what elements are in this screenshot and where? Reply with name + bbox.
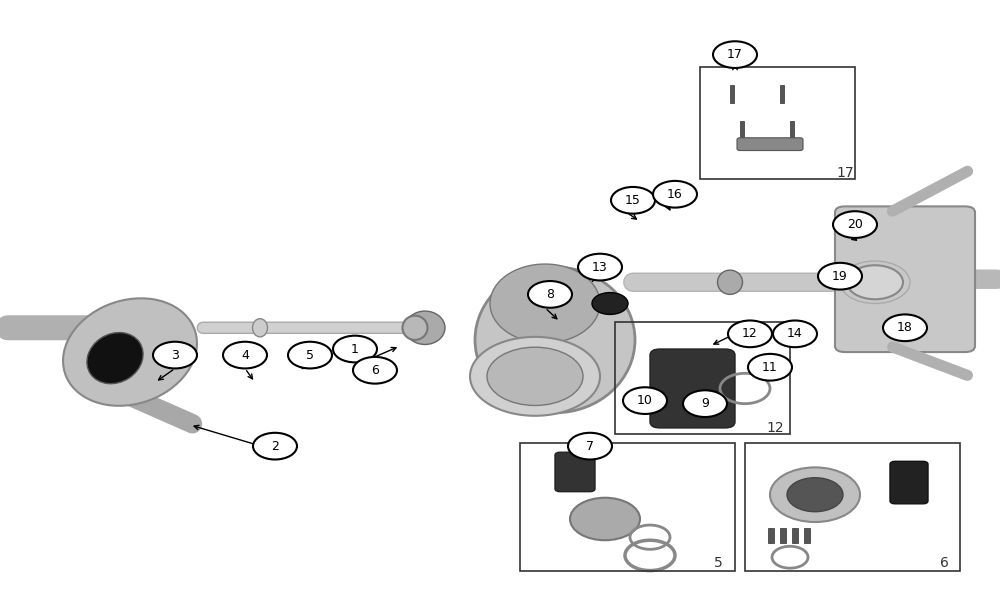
Circle shape xyxy=(568,433,612,459)
Bar xyxy=(745,443,960,571)
FancyBboxPatch shape xyxy=(737,138,803,151)
FancyBboxPatch shape xyxy=(555,452,595,492)
Text: 4: 4 xyxy=(241,348,249,362)
Circle shape xyxy=(592,293,628,314)
Circle shape xyxy=(770,467,860,522)
Ellipse shape xyxy=(402,316,428,340)
Bar xyxy=(780,85,784,103)
Ellipse shape xyxy=(490,264,600,343)
Text: 15: 15 xyxy=(625,194,641,207)
Ellipse shape xyxy=(63,298,197,406)
Text: 6: 6 xyxy=(371,364,379,377)
Circle shape xyxy=(787,478,843,512)
Circle shape xyxy=(883,314,927,341)
Text: 20: 20 xyxy=(847,218,863,231)
Circle shape xyxy=(333,336,377,362)
Circle shape xyxy=(623,387,667,414)
Ellipse shape xyxy=(475,267,635,413)
Bar xyxy=(804,528,810,543)
FancyBboxPatch shape xyxy=(835,206,975,352)
Bar xyxy=(740,121,744,140)
Circle shape xyxy=(153,342,197,368)
Bar xyxy=(780,528,786,543)
Circle shape xyxy=(728,320,772,347)
Circle shape xyxy=(353,357,397,384)
Circle shape xyxy=(611,187,655,214)
Text: 11: 11 xyxy=(762,361,778,374)
FancyArrowPatch shape xyxy=(893,347,967,375)
Bar xyxy=(520,443,735,571)
Text: 7: 7 xyxy=(586,439,594,453)
Ellipse shape xyxy=(718,270,742,294)
Circle shape xyxy=(528,281,572,308)
Text: 12: 12 xyxy=(766,421,784,435)
Text: 10: 10 xyxy=(637,394,653,407)
Circle shape xyxy=(288,342,332,368)
Circle shape xyxy=(818,263,862,290)
Circle shape xyxy=(487,347,583,405)
Bar xyxy=(700,67,855,179)
Bar xyxy=(768,528,774,543)
Bar xyxy=(615,322,790,434)
Circle shape xyxy=(578,254,622,280)
Ellipse shape xyxy=(405,311,445,344)
Circle shape xyxy=(683,390,727,417)
Text: 17: 17 xyxy=(836,166,854,180)
FancyBboxPatch shape xyxy=(890,461,928,504)
Text: 2: 2 xyxy=(271,439,279,453)
Text: 16: 16 xyxy=(667,188,683,201)
Text: 8: 8 xyxy=(546,288,554,301)
FancyBboxPatch shape xyxy=(650,349,735,428)
Text: 13: 13 xyxy=(592,260,608,274)
Circle shape xyxy=(570,498,640,540)
Ellipse shape xyxy=(252,319,268,337)
Circle shape xyxy=(847,265,903,299)
Text: 18: 18 xyxy=(897,321,913,334)
Text: 3: 3 xyxy=(171,348,179,362)
Circle shape xyxy=(223,342,267,368)
Text: 19: 19 xyxy=(832,270,848,283)
Text: 5: 5 xyxy=(306,348,314,362)
Text: 14: 14 xyxy=(787,327,803,341)
Circle shape xyxy=(653,181,697,208)
Text: 17: 17 xyxy=(727,48,743,61)
Bar xyxy=(730,85,734,103)
Text: 5: 5 xyxy=(714,555,722,570)
Circle shape xyxy=(470,337,600,416)
Circle shape xyxy=(833,211,877,238)
Circle shape xyxy=(748,354,792,381)
Text: 12: 12 xyxy=(742,327,758,341)
Text: 1: 1 xyxy=(351,342,359,356)
FancyArrowPatch shape xyxy=(88,378,192,424)
Text: 9: 9 xyxy=(701,397,709,410)
Circle shape xyxy=(713,41,757,68)
FancyArrowPatch shape xyxy=(892,171,968,211)
Circle shape xyxy=(253,433,297,459)
Bar xyxy=(790,121,794,140)
Circle shape xyxy=(773,320,817,347)
Ellipse shape xyxy=(87,333,143,384)
Bar xyxy=(792,528,798,543)
Text: 6: 6 xyxy=(940,555,948,570)
